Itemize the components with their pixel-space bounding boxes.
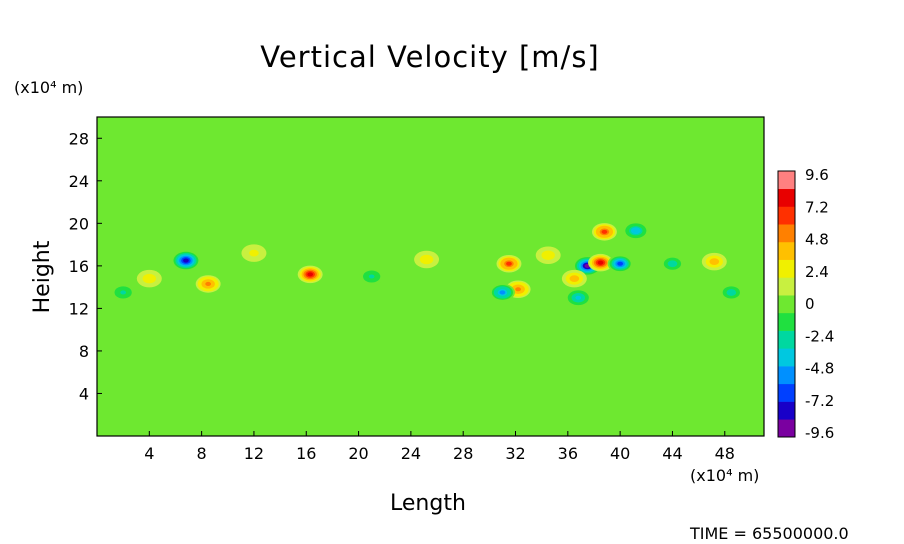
x-tick-label: 48	[715, 444, 735, 463]
feature-contour	[601, 229, 608, 234]
y-tick-label: 24	[69, 172, 89, 191]
colorbar-label: 2.4	[805, 263, 829, 281]
y-tick-label: 4	[79, 384, 89, 403]
velocity-feature	[241, 244, 267, 262]
y-axis-ticks: 4 8 12 16 20 24 28	[69, 129, 102, 403]
feature-contour	[515, 287, 522, 292]
colorbar-segment	[778, 241, 795, 260]
colorbar-segment	[778, 419, 795, 438]
velocity-feature	[496, 254, 522, 273]
colorbar-segment	[778, 206, 795, 225]
y-tick-label: 20	[69, 214, 89, 233]
velocity-feature	[489, 283, 515, 302]
feature-contour	[575, 295, 582, 300]
x-tick-label: 36	[558, 444, 578, 463]
colorbar-label: -7.2	[805, 392, 834, 410]
x-tick-label: 44	[662, 444, 682, 463]
colorbar-label: 4.8	[805, 231, 829, 249]
feature-contour	[617, 261, 624, 266]
feature-contour	[307, 272, 314, 277]
x-axis-unit: (x10⁴ m)	[690, 466, 760, 485]
velocity-feature	[359, 267, 385, 286]
x-tick-label: 20	[348, 444, 368, 463]
x-tick-label: 32	[505, 444, 525, 463]
velocity-feature	[414, 250, 440, 269]
colorbar-segment	[778, 259, 795, 278]
feature-contour	[368, 274, 375, 279]
x-axis-label: Length	[390, 491, 466, 516]
velocity-feature	[701, 252, 727, 271]
feature-contour	[597, 260, 604, 265]
feature-contour	[146, 276, 153, 281]
y-tick-label: 12	[69, 299, 89, 318]
plot-frame	[96, 116, 765, 437]
colorbar-frame	[777, 170, 796, 438]
colorbar-segment	[778, 312, 795, 331]
feature-contour	[571, 276, 578, 281]
chart-title: Vertical Velocity [m/s]	[260, 40, 600, 74]
y-axis-unit: (x10⁴ m)	[14, 78, 84, 97]
colorbar-label: 0	[805, 295, 815, 313]
feature-contour	[205, 281, 212, 286]
heatmap-layer	[97, 117, 764, 436]
feature-contour	[423, 257, 430, 262]
x-tick-label: 28	[453, 444, 473, 463]
colorbar-segment	[778, 366, 795, 385]
velocity-feature	[136, 269, 162, 288]
colorbar-segment	[778, 330, 795, 349]
colorbar-label: 7.2	[805, 198, 829, 216]
velocity-feature	[535, 246, 561, 264]
colorbar-segment	[778, 401, 795, 420]
colorbar-segment	[778, 277, 795, 296]
x-tick-label: 16	[296, 444, 316, 463]
feature-contour	[251, 251, 257, 256]
velocity-feature	[561, 269, 587, 288]
colorbar-segment	[778, 348, 795, 367]
y-tick-label: 28	[69, 129, 89, 148]
x-tick-label: 12	[244, 444, 264, 463]
x-tick-label: 4	[144, 444, 154, 463]
feature-contour	[545, 253, 552, 258]
velocity-feature	[659, 254, 685, 273]
colorbar-segment	[778, 383, 795, 402]
velocity-feature	[297, 265, 323, 284]
colorbar-label: -4.8	[805, 360, 834, 378]
y-tick-label: 16	[69, 257, 89, 276]
feature-contour	[183, 258, 189, 263]
velocity-feature	[591, 223, 617, 241]
x-axis-ticks: 4 8 12 16 20 24 28 32 36 40 44 48	[144, 431, 735, 463]
x-tick-label: 40	[610, 444, 630, 463]
velocity-feature	[195, 275, 221, 293]
colorbar-label: -2.4	[805, 327, 834, 345]
colorbar: 9.6 7.2 4.8 2.4 0 -2.4 -4.8 -7.2 -9.6	[777, 166, 834, 442]
feature-contour	[499, 290, 506, 295]
velocity-feature	[588, 253, 613, 272]
x-tick-label: 24	[401, 444, 421, 463]
velocity-feature	[623, 222, 649, 240]
velocity-feature	[607, 254, 633, 273]
feature-contour	[120, 290, 127, 295]
x-tick-label: 8	[197, 444, 207, 463]
colorbar-label: -9.6	[805, 424, 834, 442]
colorbar-segment	[778, 188, 795, 207]
velocity-feature	[110, 283, 136, 302]
colorbar-segment	[778, 171, 795, 190]
velocity-feature	[718, 283, 744, 302]
y-tick-label: 8	[79, 342, 89, 361]
time-readout: TIME = 65500000.0	[690, 524, 849, 543]
velocity-feature	[565, 289, 591, 307]
feature-contour	[506, 261, 512, 266]
feature-contour	[669, 261, 676, 266]
feature-contour	[728, 290, 735, 295]
heatmap-background	[97, 117, 764, 436]
y-axis-label: Height	[30, 240, 55, 314]
feature-contour	[632, 228, 639, 233]
colorbar-label: 9.6	[805, 166, 829, 184]
velocity-feature	[173, 251, 199, 270]
feature-contour	[711, 259, 718, 264]
colorbar-segment	[778, 295, 795, 314]
colorbar-segment	[778, 224, 795, 243]
